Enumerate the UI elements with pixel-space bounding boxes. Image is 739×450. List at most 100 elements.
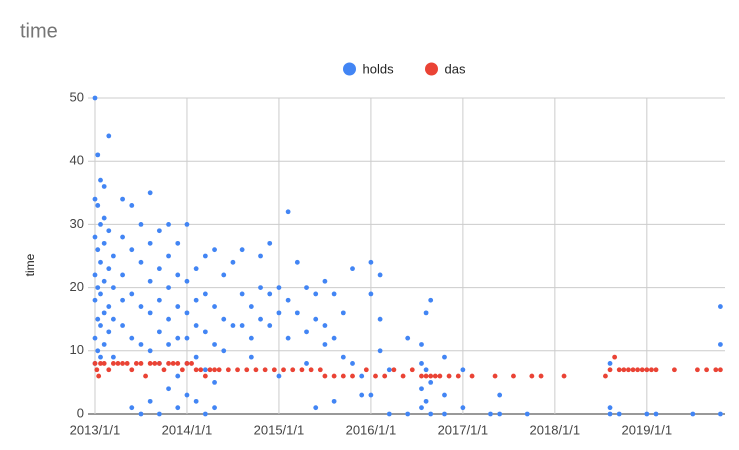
scatter-point: [382, 373, 388, 379]
scatter-point: [359, 373, 365, 379]
scatter-point: [202, 373, 208, 379]
scatter-point: [202, 411, 208, 417]
scatter-point: [120, 323, 125, 328]
scatter-point: [189, 361, 194, 366]
scatter-point: [138, 361, 144, 366]
y-tick-label: 10: [70, 342, 84, 357]
scatter-point: [221, 348, 227, 354]
scatter-point: [216, 367, 222, 373]
scatter-point: [120, 361, 125, 366]
scatter-point: [101, 184, 107, 189]
scatter-point: [225, 367, 231, 373]
y-tick-label: 30: [70, 216, 84, 231]
scatter-point: [492, 373, 498, 379]
x-tick-label: 2014/1/1: [162, 422, 213, 437]
scatter-point: [460, 367, 466, 373]
scatter-point: [175, 272, 181, 278]
scatter-point: [359, 392, 365, 398]
scatter-point: [166, 342, 171, 347]
scatter-point: [313, 405, 319, 411]
scatter-point: [98, 291, 103, 297]
scatter-point: [409, 367, 415, 373]
scatter-point: [175, 240, 181, 246]
x-tick-label: 2015/1/1: [254, 422, 305, 437]
scatter-point: [156, 361, 162, 366]
scatter-point: [175, 361, 181, 366]
legend-label: das: [445, 61, 466, 76]
scatter-point: [368, 392, 374, 398]
scatter-point: [276, 310, 282, 316]
scatter-point: [98, 354, 103, 360]
scatter-point: [271, 367, 277, 373]
scatter-point: [101, 310, 107, 316]
x-tick-label: 2016/1/1: [346, 422, 397, 437]
scatter-point: [138, 342, 144, 347]
scatter-point: [419, 361, 424, 366]
scatter-point: [644, 411, 650, 417]
scatter-point: [92, 335, 98, 341]
scatter-point: [386, 411, 392, 417]
scatter-point: [428, 373, 434, 379]
scatter-point: [294, 310, 300, 316]
scatter-point: [230, 323, 236, 328]
scatter-point: [98, 259, 103, 265]
scatter-point: [166, 222, 171, 227]
scatter-point: [561, 373, 567, 379]
scatter-point: [308, 367, 314, 373]
scatter-point: [350, 361, 355, 366]
scatter-point: [405, 411, 411, 417]
scatter-point: [96, 373, 102, 379]
scatter-point: [92, 234, 98, 240]
scatter-point: [322, 373, 328, 379]
scatter-point: [106, 133, 112, 139]
scatter-point: [419, 405, 424, 411]
scatter-point: [621, 367, 627, 373]
scatter-point: [193, 354, 199, 360]
scatter-point: [258, 316, 263, 322]
scatter-point: [184, 361, 190, 366]
scatter-point: [377, 316, 383, 322]
scatter-point: [212, 380, 217, 385]
scatter-point: [285, 335, 291, 341]
scatter-point: [368, 259, 374, 265]
scatter-point: [419, 373, 424, 379]
y-axis-label: time: [23, 253, 37, 276]
scatter-point: [419, 386, 424, 392]
scatter-point: [322, 323, 328, 328]
scatter-point: [95, 247, 101, 253]
scatter-point: [391, 367, 397, 373]
scatter-point: [239, 247, 245, 253]
scatter-point: [184, 392, 190, 398]
scatter-point: [304, 329, 309, 335]
scatter-point: [313, 316, 319, 322]
scatter-point: [428, 411, 434, 417]
scatter-point: [166, 253, 171, 259]
scatter-point: [221, 272, 227, 278]
scatter-point: [212, 405, 217, 411]
scatter-point: [212, 367, 217, 373]
scatter-point: [718, 411, 723, 417]
scatter-point: [98, 177, 103, 183]
scatter-point: [488, 411, 493, 417]
scatter-point: [221, 316, 227, 322]
scatter-point: [497, 411, 503, 417]
scatter-point: [175, 335, 181, 341]
scatter-point: [258, 285, 263, 290]
scatter-point: [184, 222, 190, 227]
scatter-point: [129, 203, 135, 208]
scatter-point: [626, 367, 631, 373]
scatter-point: [331, 335, 337, 341]
scatter-point: [184, 310, 190, 316]
scatter-point: [350, 373, 355, 379]
scatter-point: [718, 342, 723, 347]
scatter-point: [630, 367, 636, 373]
scatter-point: [101, 240, 107, 246]
scatter-point: [704, 367, 710, 373]
scatter-point: [106, 266, 112, 272]
scatter-point: [156, 411, 162, 417]
scatter-point: [152, 361, 158, 366]
scatter-point: [713, 367, 719, 373]
legend-label: holds: [363, 61, 395, 76]
scatter-point: [106, 329, 112, 335]
scatter-point: [95, 316, 101, 322]
